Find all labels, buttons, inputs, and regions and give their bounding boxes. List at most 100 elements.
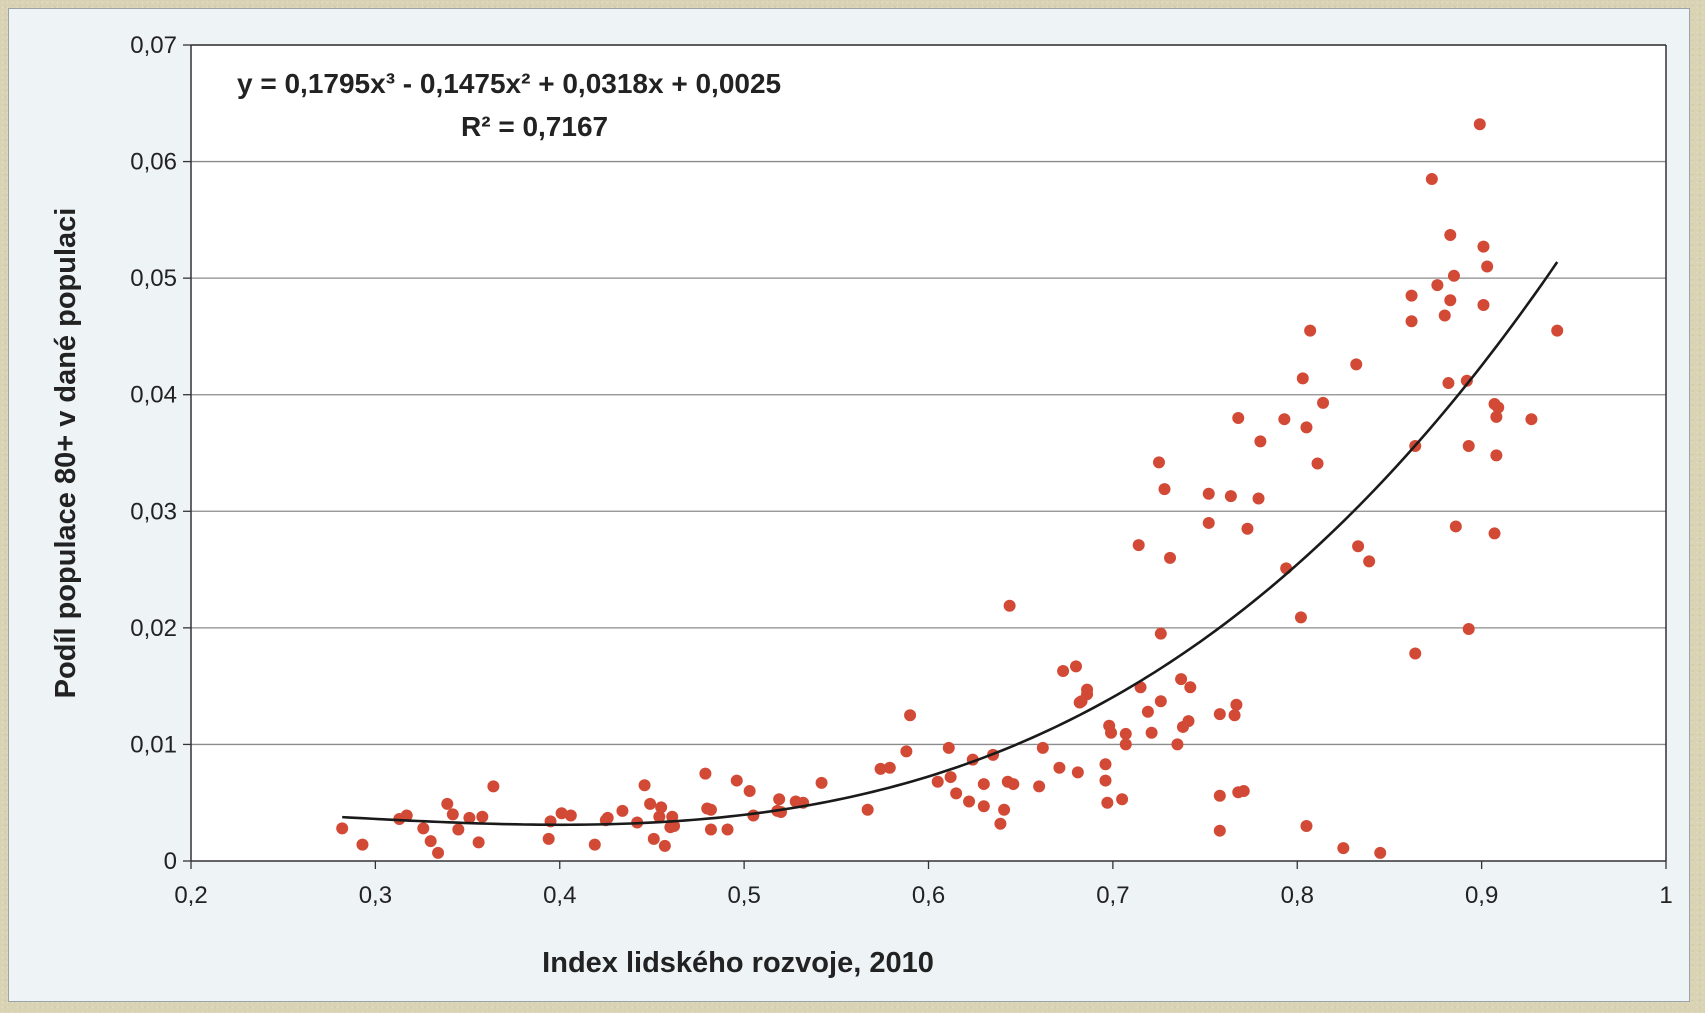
data-point-63 — [1003, 599, 1016, 612]
data-point-69 — [1070, 660, 1082, 673]
data-point-138 — [1462, 440, 1475, 453]
data-point-1 — [356, 838, 369, 851]
data-point-121 — [1350, 358, 1363, 371]
x-tick-label-0: 0,2 — [174, 882, 207, 909]
data-point-30 — [666, 810, 679, 823]
data-point-23 — [638, 779, 651, 792]
r-squared-label: R² = 0,7167 — [461, 111, 608, 142]
data-point-75 — [1099, 758, 1112, 771]
data-point-134 — [1444, 294, 1457, 307]
data-point-16 — [555, 807, 568, 820]
data-point-67 — [1053, 761, 1066, 774]
data-point-129 — [1425, 173, 1438, 186]
data-point-99 — [1213, 708, 1226, 721]
data-point-93 — [1175, 673, 1188, 686]
data-point-25 — [647, 832, 660, 845]
data-point-128 — [1409, 647, 1422, 660]
data-point-149 — [1525, 413, 1538, 426]
chart-panel: 0 0,01 0,02 0,03 0,04 0,05 0,06 0,07 0,2 0,3 0,4 0… — [8, 8, 1690, 1002]
data-point-117 — [1304, 324, 1317, 337]
data-point-77 — [1101, 796, 1114, 809]
data-point-18 — [588, 838, 601, 851]
data-point-46 — [861, 803, 874, 816]
data-point-124 — [1374, 846, 1387, 859]
data-point-61 — [998, 803, 1011, 816]
data-point-91 — [1164, 551, 1177, 564]
data-point-82 — [1119, 727, 1132, 740]
data-point-137 — [1460, 374, 1473, 387]
x-tick-label-6: 0,8 — [1281, 882, 1314, 909]
data-point-26 — [653, 810, 666, 823]
y-tick-label-1: 0,01 — [130, 731, 177, 758]
data-point-11 — [472, 836, 485, 849]
data-point-14 — [542, 832, 555, 845]
data-point-4 — [417, 822, 430, 835]
data-point-90 — [1158, 483, 1171, 496]
data-point-36 — [721, 823, 734, 836]
data-point-100 — [1213, 789, 1226, 802]
data-point-101 — [1213, 824, 1226, 837]
y-tick-label-0: 0 — [164, 848, 177, 875]
y-tick-label-3: 0,03 — [130, 498, 177, 525]
data-point-80 — [1116, 793, 1129, 806]
data-point-20 — [601, 811, 614, 824]
data-point-41 — [773, 793, 786, 806]
data-point-5 — [424, 835, 437, 848]
data-point-141 — [1477, 240, 1490, 253]
data-point-45 — [815, 776, 828, 789]
data-point-136 — [1449, 520, 1462, 533]
data-point-84 — [1134, 681, 1147, 694]
data-point-98 — [1202, 516, 1215, 529]
data-point-104 — [1230, 698, 1243, 711]
data-point-27 — [655, 801, 668, 814]
data-point-12 — [476, 810, 489, 823]
data-point-113 — [1294, 611, 1307, 624]
data-point-58 — [977, 800, 990, 813]
data-point-7 — [441, 797, 454, 810]
data-point-70 — [1071, 766, 1084, 779]
data-point-103 — [1228, 709, 1241, 722]
data-point-74 — [1081, 683, 1094, 696]
data-point-32 — [699, 767, 712, 780]
data-point-115 — [1300, 421, 1313, 434]
data-point-3 — [400, 809, 413, 822]
data-point-87 — [1152, 456, 1165, 469]
x-tick-label-1: 0,3 — [359, 882, 392, 909]
data-point-111 — [1278, 413, 1291, 426]
trendline-equation: y = 0,1795x³ - 0,1475x² + 0,0318x + 0,00… — [237, 68, 781, 99]
data-point-85 — [1141, 705, 1154, 718]
data-point-68 — [1057, 664, 1070, 677]
data-point-42 — [775, 806, 787, 819]
data-point-131 — [1438, 309, 1451, 322]
data-point-143 — [1481, 260, 1494, 273]
data-point-139 — [1462, 623, 1475, 636]
data-point-31 — [668, 820, 681, 833]
data-point-102 — [1224, 490, 1237, 503]
data-point-60 — [994, 817, 1007, 830]
data-point-135 — [1447, 269, 1460, 282]
data-point-39 — [747, 809, 760, 822]
y-tick-label-5: 0,05 — [130, 265, 177, 292]
data-point-86 — [1145, 726, 1158, 739]
axes — [183, 44, 1667, 869]
data-point-145 — [1488, 527, 1501, 540]
x-tick-label-7: 0,9 — [1465, 882, 1498, 909]
data-point-140 — [1473, 118, 1486, 131]
data-point-118 — [1311, 457, 1324, 470]
y-tick-label-4: 0,04 — [130, 382, 177, 409]
data-point-92 — [1171, 738, 1184, 751]
data-point-147 — [1490, 410, 1503, 423]
data-point-109 — [1252, 492, 1265, 505]
data-point-38 — [743, 785, 756, 798]
data-point-150 — [1551, 324, 1564, 337]
data-point-83 — [1132, 539, 1145, 552]
data-point-66 — [1036, 741, 1049, 754]
x-tick-label-4: 0,6 — [912, 882, 945, 909]
data-point-146 — [1490, 449, 1503, 462]
data-point-17 — [564, 809, 577, 822]
data-point-122 — [1352, 540, 1365, 553]
data-point-47 — [874, 762, 887, 775]
trendline — [342, 261, 1559, 827]
y-axis-title: Podíl populace 80+ v dané populaci — [50, 208, 82, 699]
data-point-133 — [1444, 229, 1457, 242]
